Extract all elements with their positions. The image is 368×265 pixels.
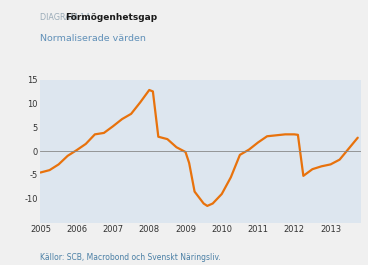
Text: DIAGRAM 14:: DIAGRAM 14: [40, 13, 96, 22]
Text: Förmögenhetsgap: Förmögenhetsgap [66, 13, 158, 22]
Text: Källor: SCB, Macrobond och Svenskt Näringsliv.: Källor: SCB, Macrobond och Svenskt Närin… [40, 253, 221, 262]
Text: Normaliserade värden: Normaliserade värden [40, 34, 146, 43]
